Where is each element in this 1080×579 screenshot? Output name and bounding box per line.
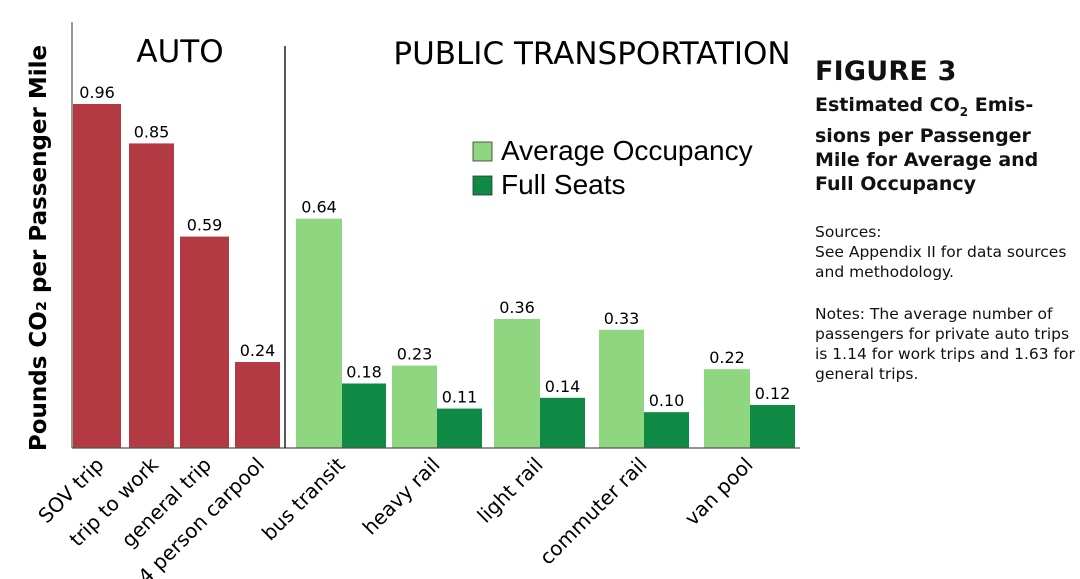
data-label-auto-trip-to-work: 0.85	[134, 122, 170, 141]
data-label-average-occupancy-van-pool: 0.22	[709, 348, 745, 367]
bar-full-seats-heavy-rail	[437, 408, 482, 448]
bar-full-seats-commuter-rail	[644, 412, 689, 448]
subtitle-part: Emis-sions per Passenger Mile for Averag…	[815, 94, 1039, 195]
data-label-average-occupancy-heavy-rail: 0.23	[397, 345, 433, 364]
co2-bar-chart: 0.96 0.85 0.59 0.24 0.64 0.18 0.23 0.11 0.36 0.14…	[26, 22, 800, 579]
data-label-full-seats-light-rail: 0.14	[545, 377, 581, 396]
x-tick-label-bus-transit: bus transit	[257, 452, 350, 545]
bar-auto-trip-to-work	[129, 143, 174, 448]
bar-average-occupancy-van-pool	[704, 369, 750, 448]
data-label-auto-4-person-carpool: 0.24	[240, 341, 276, 360]
figure-caption-panel: FIGURE 3 Estimated CO2 Emis-sions per Pa…	[815, 56, 1075, 384]
data-label-auto-sov-trip: 0.96	[79, 83, 115, 102]
bar-average-occupancy-light-rail	[494, 319, 540, 448]
figure-title: FIGURE 3	[815, 56, 957, 87]
legend-label-full-seats: Full Seats	[501, 169, 626, 200]
data-label-average-occupancy-commuter-rail: 0.33	[604, 309, 640, 328]
y-axis-label: Pounds CO₂ per Passenger Mile	[26, 45, 52, 451]
axes-layer	[71, 22, 800, 449]
bar-average-occupancy-commuter-rail	[599, 329, 644, 448]
x-tick-label-heavy-rail: heavy rail	[358, 453, 445, 540]
x-tick-label-van-pool: van pool	[680, 453, 758, 531]
bar-average-occupancy-heavy-rail	[392, 365, 437, 448]
legend-swatch-full-seats	[472, 175, 493, 196]
x-tick-label-light-rail: light rail	[472, 453, 547, 528]
data-label-full-seats-commuter-rail: 0.10	[649, 391, 685, 410]
data-label-full-seats-heavy-rail: 0.11	[442, 388, 478, 407]
notes-text: Notes: The average number of passengers …	[815, 304, 1075, 383]
data-label-average-occupancy-bus-transit: 0.64	[301, 198, 337, 217]
sources-heading: Sources:	[815, 222, 882, 241]
subtitle-subscript: 2	[959, 104, 969, 119]
sources-text: See Appendix II for data sources and met…	[815, 242, 1067, 281]
bar-full-seats-van-pool	[750, 405, 795, 448]
legend-label-average-occupancy: Average Occupancy	[501, 135, 753, 166]
bar-full-seats-bus-transit	[342, 383, 386, 448]
subtitle-part: Estimated CO	[815, 94, 960, 116]
x-tick-label-commuter-rail: commuter rail	[535, 453, 652, 570]
bars-layer	[73, 104, 795, 448]
bar-auto-general-trip	[180, 236, 229, 448]
group-label-auto: AUTO	[136, 34, 223, 70]
data-label-full-seats-bus-transit: 0.18	[346, 363, 382, 382]
figure-subtitle: Estimated CO2 Emis-sions per Passenger M…	[815, 93, 1075, 196]
data-label-full-seats-van-pool: 0.12	[755, 384, 791, 403]
bar-full-seats-light-rail	[540, 397, 585, 448]
data-label-average-occupancy-light-rail: 0.36	[499, 298, 535, 317]
group-label-public-transportation: PUBLIC TRANSPORTATION	[393, 36, 790, 72]
bar-auto-sov-trip	[73, 104, 121, 448]
data-label-auto-general-trip: 0.59	[187, 216, 223, 235]
bar-auto-4-person-carpool	[235, 362, 280, 448]
bar-average-occupancy-bus-transit	[296, 218, 342, 448]
sources-block: Sources: See Appendix II for data source…	[815, 222, 1075, 282]
legend-swatch-average-occupancy	[472, 141, 493, 162]
